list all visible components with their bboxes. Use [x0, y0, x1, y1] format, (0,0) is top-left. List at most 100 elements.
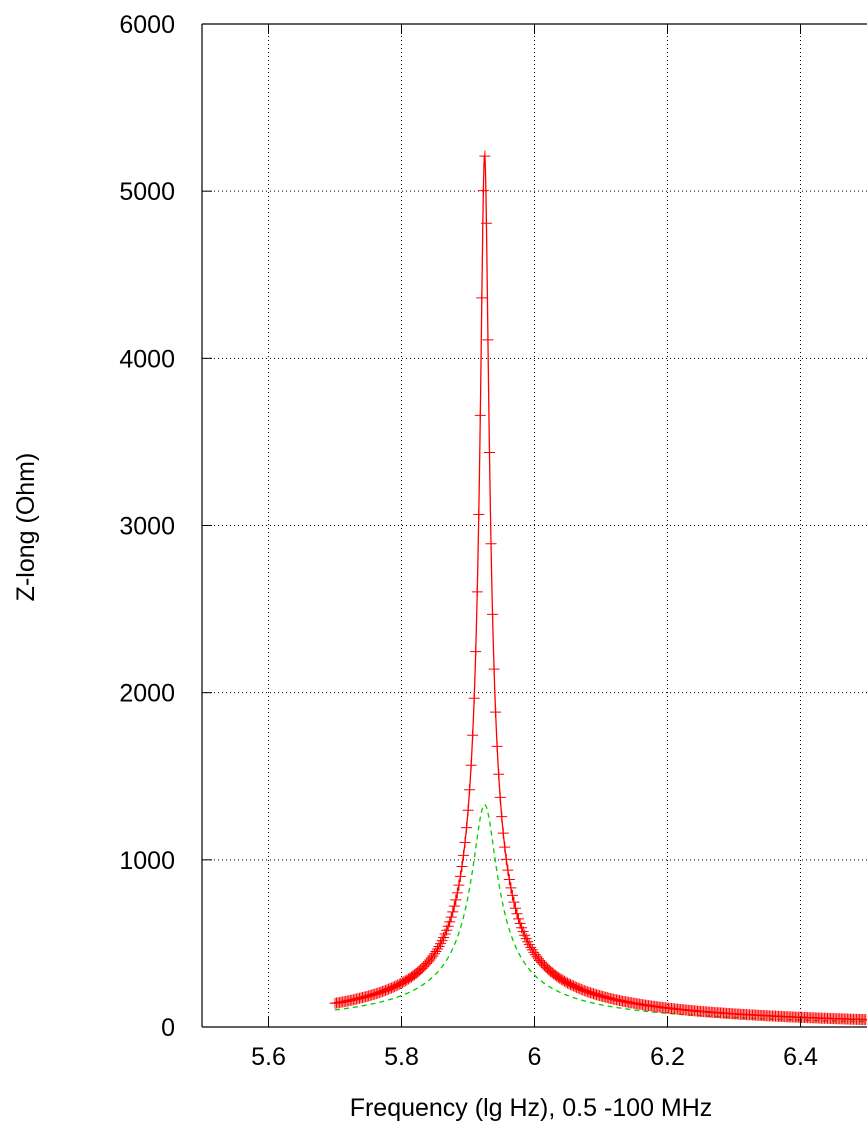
data-point-marker [575, 983, 587, 995]
data-point-marker [482, 334, 494, 346]
data-point-marker [584, 987, 596, 999]
data-point-marker [431, 943, 443, 955]
data-point-marker [513, 913, 525, 925]
data-point-marker [461, 822, 473, 834]
data-point-marker [551, 970, 563, 982]
data-point-marker [383, 983, 395, 995]
data-point-marker [462, 804, 474, 816]
data-point-marker [376, 986, 388, 998]
data-point-marker [425, 952, 437, 964]
data-point-marker [572, 982, 584, 994]
series-line-green [334, 804, 867, 1023]
data-point-marker [459, 837, 471, 848]
y-tick-label: 3000 [119, 513, 175, 541]
data-point-marker [563, 978, 575, 990]
data-point-marker [554, 972, 566, 984]
data-point-marker [557, 974, 569, 986]
data-point-marker [569, 981, 581, 993]
data-point-marker [468, 692, 480, 704]
data-point-marker [447, 906, 459, 918]
data-point-marker [453, 879, 465, 891]
data-point-marker [396, 977, 408, 989]
data-point-marker [511, 908, 523, 920]
data-point-marker [496, 811, 508, 823]
data-point-marker [445, 911, 457, 923]
series-line-red [334, 154, 867, 1021]
data-point-marker [433, 940, 445, 952]
data-point-marker [373, 987, 385, 999]
data-point-marker [520, 933, 532, 945]
data-point-marker [456, 861, 468, 873]
data-point-marker [398, 976, 410, 988]
data-point-marker [448, 900, 460, 912]
plot-series [329, 150, 867, 1026]
data-point-marker [487, 608, 499, 620]
data-point-marker [488, 663, 500, 675]
data-point-marker [491, 740, 503, 752]
data-point-marker [386, 982, 398, 994]
x-tick-label: 6 [528, 1043, 542, 1071]
data-point-marker [413, 965, 425, 977]
data-point-marker [560, 976, 572, 988]
data-point-marker [523, 939, 535, 951]
data-point-marker [465, 759, 477, 771]
data-point-marker [473, 508, 485, 520]
data-point-marker [506, 889, 518, 901]
x-tick-label: 5.8 [384, 1043, 419, 1071]
data-point-marker [393, 978, 405, 990]
data-point-marker [392, 979, 404, 991]
data-point-marker [389, 981, 401, 993]
data-point-marker [583, 986, 595, 998]
data-point-marker [581, 986, 593, 998]
data-point-marker [493, 768, 505, 780]
data-point-marker [390, 980, 402, 992]
data-point-marker [415, 964, 427, 976]
data-point-marker [401, 974, 413, 986]
y-axis-label: Z-long (Ohm) [12, 453, 40, 602]
data-point-marker [384, 983, 396, 995]
data-point-marker [555, 973, 567, 985]
data-point-marker [428, 948, 440, 960]
x-axis-label: Frequency (lg Hz), 0.5 -100 MHz [350, 1094, 713, 1122]
grid-lines [202, 24, 867, 1027]
data-point-marker [528, 946, 540, 958]
data-point-marker [565, 979, 577, 991]
data-point-marker [522, 936, 534, 948]
y-tick-label: 0 [161, 1014, 175, 1042]
data-point-marker [457, 849, 469, 861]
data-point-marker [500, 853, 512, 865]
x-tick-label: 6.2 [650, 1043, 685, 1071]
data-point-marker [526, 944, 538, 956]
y-tick-label: 2000 [119, 680, 175, 708]
tick-labels: 5.6 5.8 6 6.2 6.4 0 1000 2000 3000 4000 5000 6000 [119, 11, 818, 1071]
data-point-marker [577, 984, 589, 996]
data-point-marker [514, 917, 526, 929]
data-point-marker [502, 864, 514, 876]
data-point-marker [490, 706, 502, 718]
data-point-marker [470, 646, 482, 658]
data-point-marker [430, 946, 442, 958]
data-point-marker [574, 983, 586, 995]
data-point-marker [444, 916, 456, 928]
data-point-marker [402, 973, 414, 985]
y-tick-label: 6000 [119, 11, 175, 39]
data-point-marker [494, 791, 506, 803]
data-point-marker [571, 981, 583, 993]
y-tick-label: 5000 [119, 178, 175, 206]
data-point-marker [499, 841, 511, 853]
data-point-marker [485, 538, 497, 550]
data-point-marker [442, 920, 454, 932]
data-point-marker [497, 827, 509, 839]
data-point-marker [566, 979, 578, 991]
data-point-marker [379, 984, 391, 996]
data-point-marker [552, 971, 564, 983]
data-point-marker [525, 941, 537, 953]
data-point-marker [427, 950, 439, 962]
data-point-marker [378, 985, 390, 997]
x-tick-label: 5.6 [251, 1043, 286, 1071]
data-point-marker [476, 292, 488, 304]
data-point-marker [436, 935, 448, 947]
x-tick-label: 6.4 [783, 1043, 818, 1071]
data-point-marker [464, 784, 476, 796]
